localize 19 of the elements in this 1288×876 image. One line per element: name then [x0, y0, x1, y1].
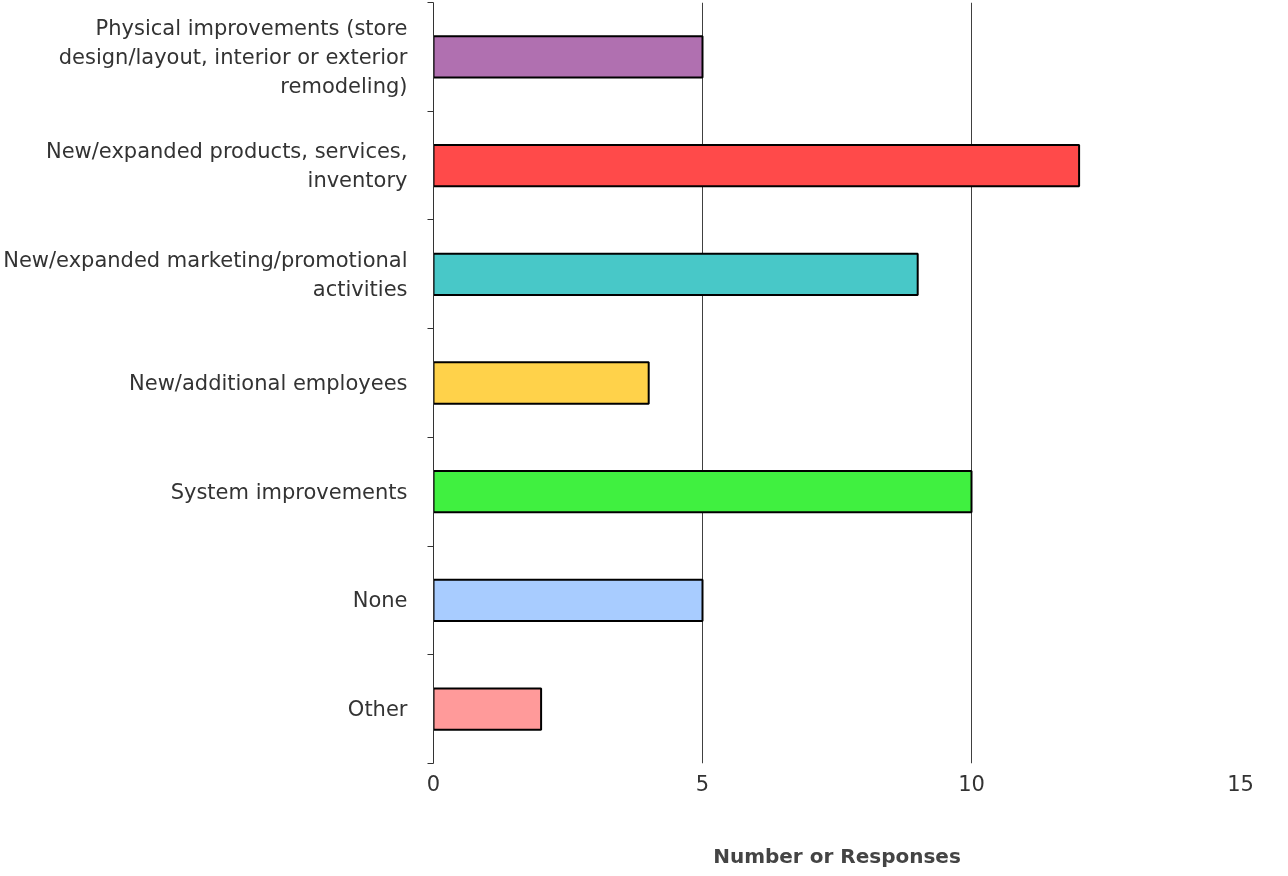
bar: [433, 578, 704, 623]
y-tick-label: New/expanded marketing/promotional activities: [3, 247, 408, 301]
x-tick-label: 0: [426, 771, 441, 796]
y-tick-label: Physical improvements (store design/layout, interior or exterior remodeling): [58, 16, 408, 98]
x-tick-label: 5: [695, 771, 710, 796]
bar: [433, 687, 543, 731]
y-tick-label: New/additional employees: [129, 371, 408, 395]
bar: [433, 252, 919, 296]
y-tick-label: New/expanded products, services, inventory: [45, 139, 408, 192]
x-tick-label: 10: [958, 771, 985, 796]
y-tick-label: System improvements: [170, 479, 408, 504]
x-tick-label: 15: [1227, 771, 1254, 796]
y-tick-label: None: [352, 588, 408, 613]
y-tick-label: Other: [347, 697, 408, 722]
bar: [433, 361, 650, 405]
bar: [433, 143, 1081, 188]
bar: [433, 470, 973, 514]
x-axis-title: Number or Responses: [713, 843, 961, 868]
bar: [433, 35, 704, 79]
